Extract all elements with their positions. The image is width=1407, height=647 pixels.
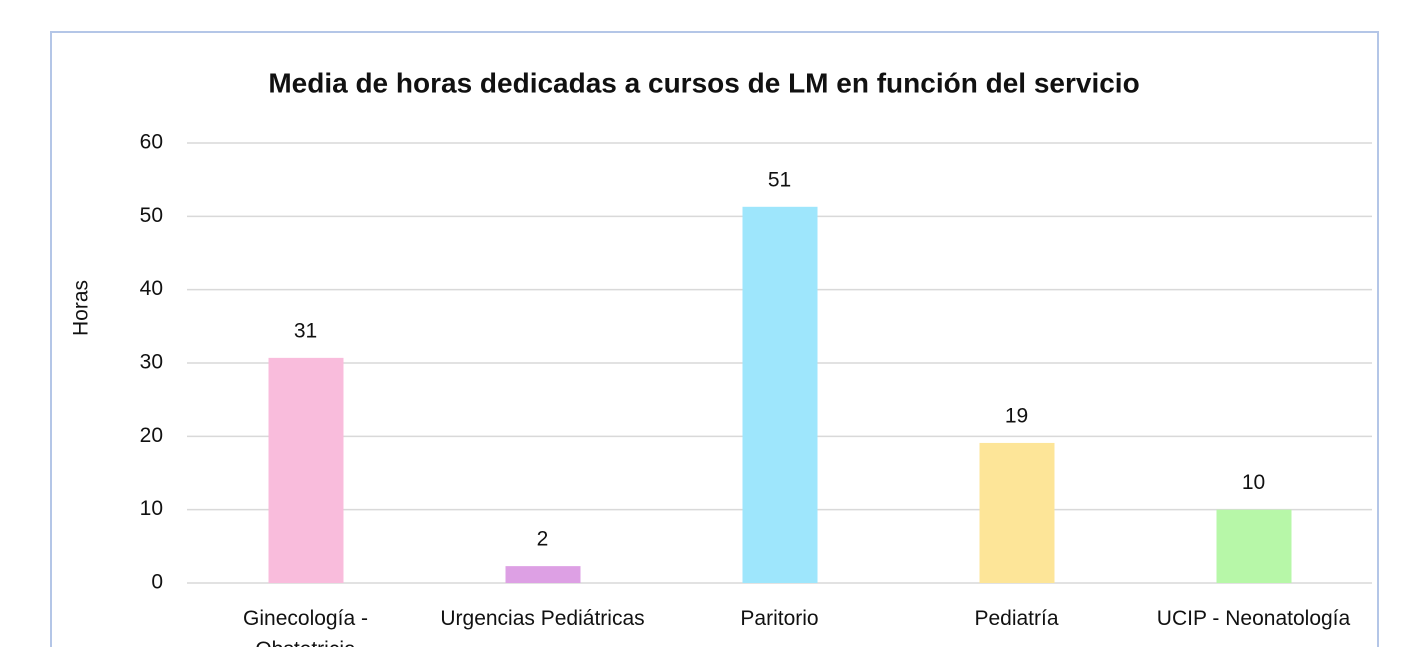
bar <box>505 566 581 583</box>
label-line: UCIP - Neonatología <box>1157 607 1351 630</box>
bar <box>1216 509 1292 583</box>
bar <box>979 442 1055 583</box>
data-label: 19 <box>1005 404 1028 427</box>
label-line: Obstetricia <box>255 638 356 647</box>
x-tick-label: UCIP - Neonatología <box>1157 607 1351 630</box>
y-tick-label: 60 <box>140 131 163 154</box>
y-tick-label: 50 <box>140 204 163 227</box>
y-tick-label: 30 <box>140 351 163 374</box>
x-tick-label: Urgencias Pediátricas <box>440 607 644 630</box>
x-tick-label: Ginecología - Obstetricia <box>243 607 368 647</box>
label-line: Urgencias Pediátricas <box>440 607 644 630</box>
chart-title: Media de horas dedicadas a cursos de LM … <box>268 67 1139 98</box>
y-tick-label: 40 <box>140 277 163 300</box>
x-tick-label: Paritorio <box>740 607 818 630</box>
data-label: 51 <box>768 168 791 191</box>
x-tick-label: Pediatría <box>974 607 1058 630</box>
y-tick-label: 20 <box>140 424 163 447</box>
data-label: 2 <box>537 528 549 551</box>
label-line: Ginecología - <box>243 607 368 630</box>
y-axis-label: Horas <box>70 280 93 336</box>
chart-frame <box>50 31 1379 647</box>
bar <box>742 206 818 584</box>
y-tick-label: 10 <box>140 497 163 520</box>
label-line: Pediatría <box>974 607 1058 630</box>
data-label: 10 <box>1242 471 1265 494</box>
label-line: Paritorio <box>740 607 818 630</box>
data-label: 31 <box>294 319 317 342</box>
y-tick-label: 0 <box>151 571 163 594</box>
bar <box>268 357 344 583</box>
